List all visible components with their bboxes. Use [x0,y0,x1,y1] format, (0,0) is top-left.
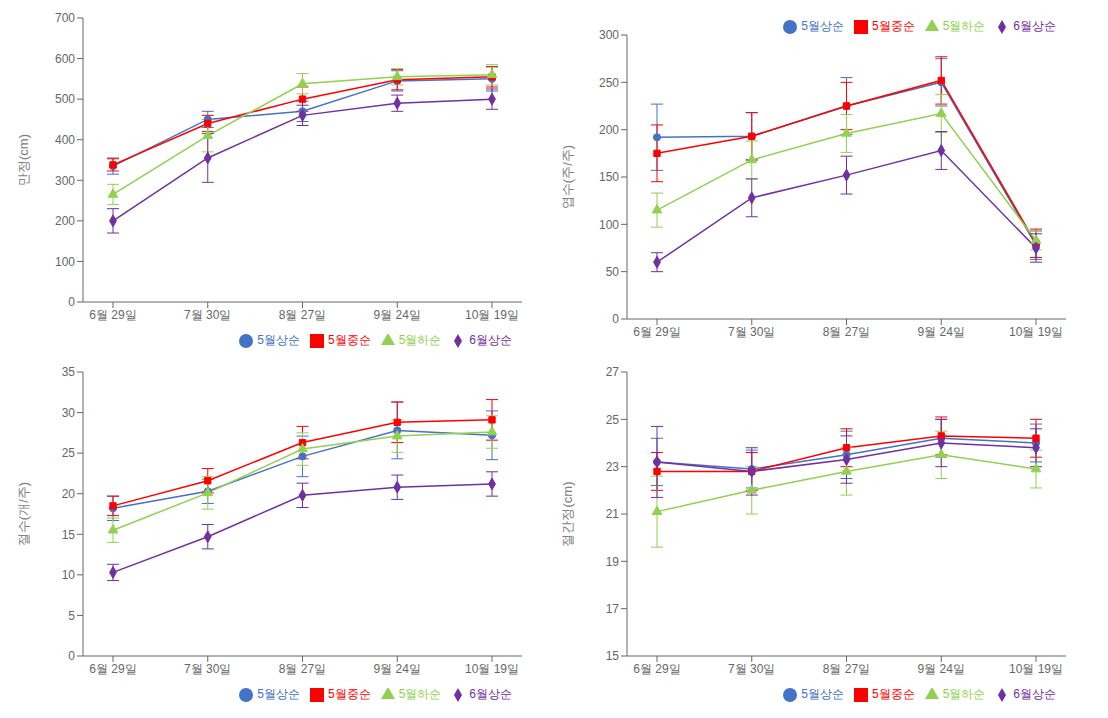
svg-text:5: 5 [68,609,75,623]
svg-text:10월 19일: 10월 19일 [465,308,519,322]
svg-text:10월 19일: 10월 19일 [1009,662,1063,676]
svg-text:300: 300 [55,174,75,188]
svg-text:7월 30일: 7월 30일 [728,325,775,339]
svg-text:9월 24일: 9월 24일 [918,325,965,339]
svg-text:400: 400 [55,133,75,147]
svg-text:27: 27 [606,365,620,379]
svg-text:200: 200 [599,123,619,137]
svg-text:150: 150 [599,170,619,184]
svg-text:9월 24일: 9월 24일 [374,662,421,676]
svg-text:9월 24일: 9월 24일 [374,308,421,322]
svg-text:0: 0 [68,649,75,663]
svg-text:200: 200 [55,214,75,228]
svg-text:30: 30 [62,406,76,420]
svg-text:15: 15 [606,649,620,663]
html-text:5월하순: 5월하순 [398,333,442,347]
html-text:6월상순: 6월상순 [469,687,512,701]
html-text:5월하순: 5월하순 [398,687,442,701]
html-text:5월중순: 5월중순 [871,687,915,701]
svg-text:10: 10 [62,568,76,582]
html-text:5월중순: 5월중순 [327,687,371,701]
svg-text:17: 17 [606,602,620,616]
svg-text:23: 23 [606,460,620,474]
svg-text:25: 25 [62,446,76,460]
svg-text:6월 29일: 6월 29일 [633,662,680,676]
html-text:5월하순: 5월하순 [942,19,986,33]
html-text:6월상순: 6월상순 [1013,19,1056,33]
svg-text:절간정(cm): 절간정(cm) [560,482,575,547]
svg-text:6월 29일: 6월 29일 [89,308,136,322]
svg-text:700: 700 [55,11,75,25]
svg-text:0: 0 [68,295,75,309]
html-text:6월상순: 6월상순 [1013,687,1056,701]
svg-text:19: 19 [606,555,620,569]
svg-text:6월 29일: 6월 29일 [633,325,680,339]
svg-text:8월 27일: 8월 27일 [279,662,326,676]
svg-text:9월 24일: 9월 24일 [918,662,965,676]
svg-text:600: 600 [55,52,75,66]
html-text:6월상순: 6월상순 [469,333,512,347]
svg-text:8월 27일: 8월 27일 [823,662,870,676]
svg-text:0: 0 [612,312,619,326]
svg-text:7월 30일: 7월 30일 [184,662,231,676]
html-text:5월상순: 5월상순 [801,19,844,33]
svg-text:100: 100 [599,218,619,232]
html-text:5월중순: 5월중순 [871,19,915,33]
svg-text:8월 27일: 8월 27일 [823,325,870,339]
html-text:5월상순: 5월상순 [801,687,844,701]
svg-text:20: 20 [62,487,76,501]
html-text:5월중순: 5월중순 [327,333,371,347]
svg-text:엽수(주/주): 엽수(주/주) [560,145,575,209]
svg-text:7월 30일: 7월 30일 [184,308,231,322]
html-text:5월상순: 5월상순 [257,687,300,701]
svg-text:만정(cm): 만정(cm) [16,134,31,186]
svg-text:25: 25 [606,413,620,427]
svg-text:250: 250 [599,76,619,90]
svg-text:10월 19일: 10월 19일 [1009,325,1063,339]
svg-text:15: 15 [62,528,76,542]
html-text:5월상순: 5월상순 [257,333,300,347]
svg-text:35: 35 [62,365,76,379]
svg-text:10월 19일: 10월 19일 [465,662,519,676]
svg-text:500: 500 [55,92,75,106]
svg-text:50: 50 [606,265,620,279]
svg-text:100: 100 [55,255,75,269]
svg-text:300: 300 [599,28,619,42]
svg-text:21: 21 [606,507,620,521]
svg-text:8월 27일: 8월 27일 [279,308,326,322]
svg-text:7월 30일: 7월 30일 [728,662,775,676]
svg-text:6월 29일: 6월 29일 [89,662,136,676]
html-text:5월하순: 5월하순 [942,687,986,701]
svg-text:절수(개/주): 절수(개/주) [16,482,31,546]
